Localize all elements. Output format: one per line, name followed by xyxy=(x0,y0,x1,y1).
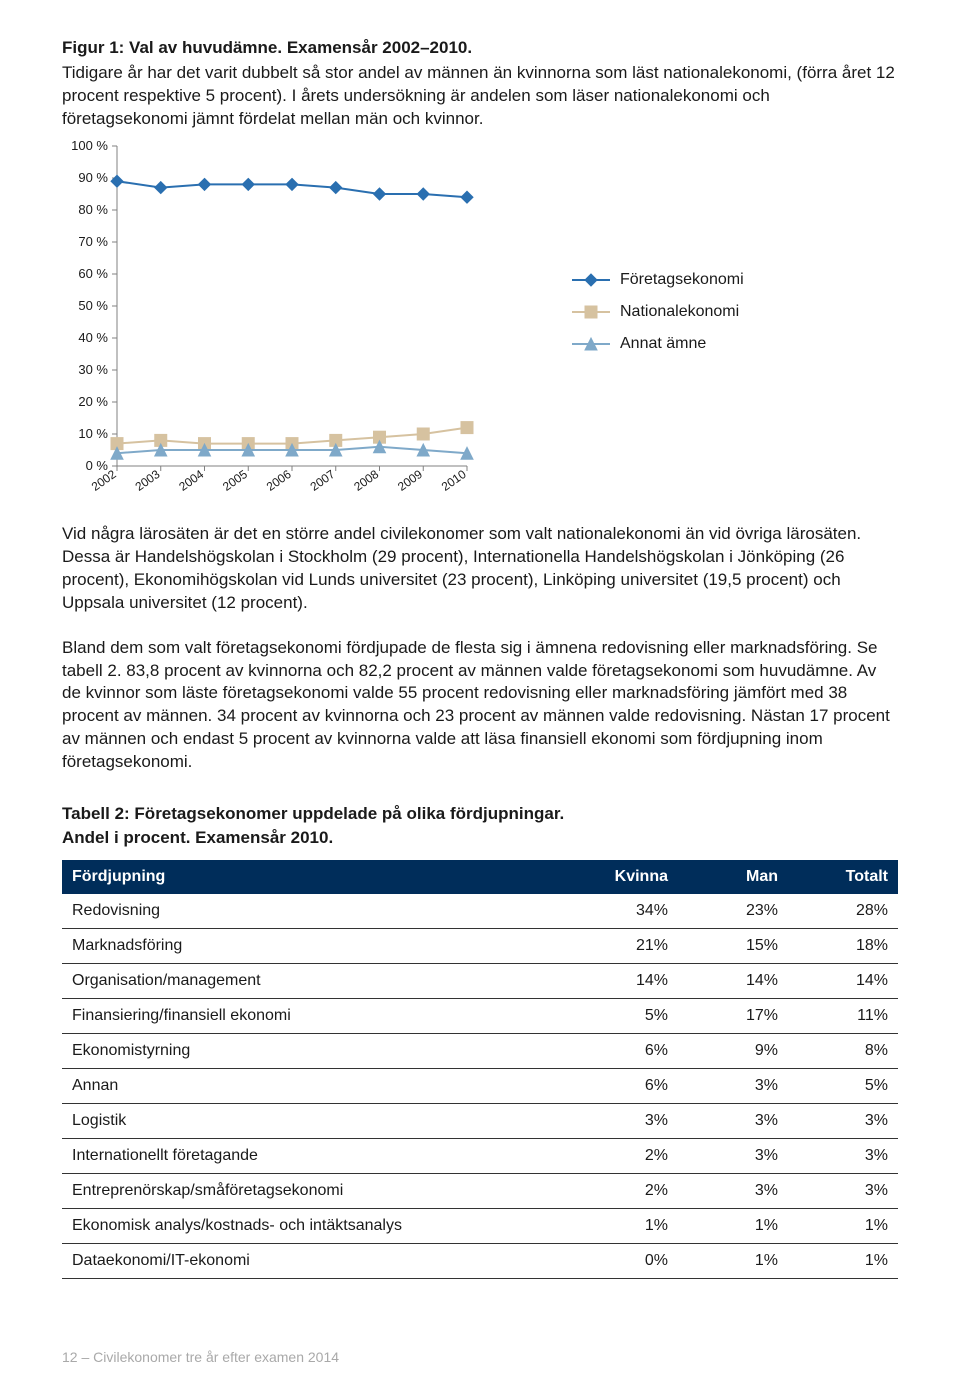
table-cell: 3% xyxy=(788,1138,898,1173)
svg-text:2010: 2010 xyxy=(439,467,469,494)
legend-label: Annat ämne xyxy=(620,335,706,353)
svg-text:70 %: 70 % xyxy=(78,234,108,249)
legend-symbol xyxy=(572,273,610,287)
table-cell: Ekonomistyrning xyxy=(62,1033,568,1068)
line-chart: 0 %10 %20 %30 %40 %50 %60 %70 %80 %90 %1… xyxy=(62,141,502,501)
svg-text:2008: 2008 xyxy=(351,467,381,494)
table-header-cell: Totalt xyxy=(788,860,898,894)
svg-text:2004: 2004 xyxy=(176,467,206,494)
table-cell: 0% xyxy=(568,1243,678,1278)
chart-legend: Företagsekonomi Nationalekonomi Annat ämne xyxy=(572,271,744,367)
table-header-cell: Kvinna xyxy=(568,860,678,894)
table-cell: 23% xyxy=(678,894,788,929)
legend-symbol xyxy=(572,305,610,319)
table-title-line1: Tabell 2: Företagsekonomer uppdelade på … xyxy=(62,804,564,823)
table-row: Logistik3%3%3% xyxy=(62,1103,898,1138)
table-cell: 17% xyxy=(678,998,788,1033)
table-cell: 1% xyxy=(788,1208,898,1243)
table-cell: 6% xyxy=(568,1068,678,1103)
data-table: FördjupningKvinnaManTotalt Redovisning34… xyxy=(62,860,898,1279)
paragraph-1: Vid några lärosäten är det en större and… xyxy=(62,523,898,615)
svg-text:2003: 2003 xyxy=(133,467,163,494)
svg-text:2007: 2007 xyxy=(308,467,338,494)
table-cell: 8% xyxy=(788,1033,898,1068)
table-cell: Dataekonomi/IT-ekonomi xyxy=(62,1243,568,1278)
legend-item: Nationalekonomi xyxy=(572,303,744,321)
table-cell: Organisation/management xyxy=(62,963,568,998)
table-cell: 15% xyxy=(678,928,788,963)
legend-label: Företagsekonomi xyxy=(620,271,744,289)
table-cell: 1% xyxy=(678,1208,788,1243)
table-cell: 5% xyxy=(568,998,678,1033)
table-cell: 3% xyxy=(678,1068,788,1103)
table-cell: Finansiering/finansiell ekonomi xyxy=(62,998,568,1033)
table-cell: 21% xyxy=(568,928,678,963)
svg-text:2005: 2005 xyxy=(220,467,250,494)
svg-text:2006: 2006 xyxy=(264,467,294,494)
table-header-cell: Fördjupning xyxy=(62,860,568,894)
table-cell: 3% xyxy=(678,1138,788,1173)
table-cell: 5% xyxy=(788,1068,898,1103)
paragraph-2: Bland dem som valt företagsekonomi fördj… xyxy=(62,637,898,775)
figure-title: Figur 1: Val av huvudämne. Examensår 200… xyxy=(62,38,898,58)
table-cell: 1% xyxy=(788,1243,898,1278)
table-cell: 28% xyxy=(788,894,898,929)
table-cell: Logistik xyxy=(62,1103,568,1138)
table-row: Ekonomistyrning6%9%8% xyxy=(62,1033,898,1068)
table-row: Organisation/management14%14%14% xyxy=(62,963,898,998)
svg-text:10 %: 10 % xyxy=(78,426,108,441)
table-cell: Annan xyxy=(62,1068,568,1103)
table-row: Entreprenörskap/småföretagsekonomi2%3%3% xyxy=(62,1173,898,1208)
legend-symbol xyxy=(572,337,610,351)
legend-label: Nationalekonomi xyxy=(620,303,739,321)
table-cell: 3% xyxy=(678,1103,788,1138)
svg-text:90 %: 90 % xyxy=(78,170,108,185)
table-row: Annan6%3%5% xyxy=(62,1068,898,1103)
page-footer: 12 – Civilekonomer tre år efter examen 2… xyxy=(62,1349,898,1365)
svg-text:2009: 2009 xyxy=(395,467,425,494)
svg-text:40 %: 40 % xyxy=(78,330,108,345)
table-cell: 1% xyxy=(678,1243,788,1278)
table-cell: 3% xyxy=(678,1173,788,1208)
table-cell: 18% xyxy=(788,928,898,963)
table-header-cell: Man xyxy=(678,860,788,894)
table-row: Finansiering/finansiell ekonomi5%17%11% xyxy=(62,998,898,1033)
table-cell: 9% xyxy=(678,1033,788,1068)
table-title-line2: Andel i procent. Examensår 2010. xyxy=(62,828,333,847)
svg-text:50 %: 50 % xyxy=(78,298,108,313)
table-cell: 3% xyxy=(788,1173,898,1208)
table-cell: 11% xyxy=(788,998,898,1033)
svg-text:100 %: 100 % xyxy=(71,141,108,153)
svg-text:20 %: 20 % xyxy=(78,394,108,409)
table-cell: Entreprenörskap/småföretagsekonomi xyxy=(62,1173,568,1208)
legend-item: Annat ämne xyxy=(572,335,744,353)
table-cell: 2% xyxy=(568,1173,678,1208)
svg-text:80 %: 80 % xyxy=(78,202,108,217)
legend-item: Företagsekonomi xyxy=(572,271,744,289)
table-cell: 14% xyxy=(788,963,898,998)
svg-text:30 %: 30 % xyxy=(78,362,108,377)
table-row: Dataekonomi/IT-ekonomi0%1%1% xyxy=(62,1243,898,1278)
table-row: Redovisning34%23%28% xyxy=(62,894,898,929)
table-cell: 2% xyxy=(568,1138,678,1173)
figure-description: Tidigare år har det varit dubbelt så sto… xyxy=(62,62,898,131)
table-cell: Ekonomisk analys/kostnads- och intäktsan… xyxy=(62,1208,568,1243)
table-title: Tabell 2: Företagsekonomer uppdelade på … xyxy=(62,802,898,850)
table-cell: 6% xyxy=(568,1033,678,1068)
table-cell: 3% xyxy=(568,1103,678,1138)
table-cell: Internationellt företagande xyxy=(62,1138,568,1173)
table-cell: 14% xyxy=(678,963,788,998)
svg-text:60 %: 60 % xyxy=(78,266,108,281)
table-cell: Marknadsföring xyxy=(62,928,568,963)
table-row: Marknadsföring21%15%18% xyxy=(62,928,898,963)
table-cell: 3% xyxy=(788,1103,898,1138)
table-cell: 34% xyxy=(568,894,678,929)
table-row: Ekonomisk analys/kostnads- och intäktsan… xyxy=(62,1208,898,1243)
table-cell: 1% xyxy=(568,1208,678,1243)
table-cell: Redovisning xyxy=(62,894,568,929)
table-row: Internationellt företagande2%3%3% xyxy=(62,1138,898,1173)
table-cell: 14% xyxy=(568,963,678,998)
